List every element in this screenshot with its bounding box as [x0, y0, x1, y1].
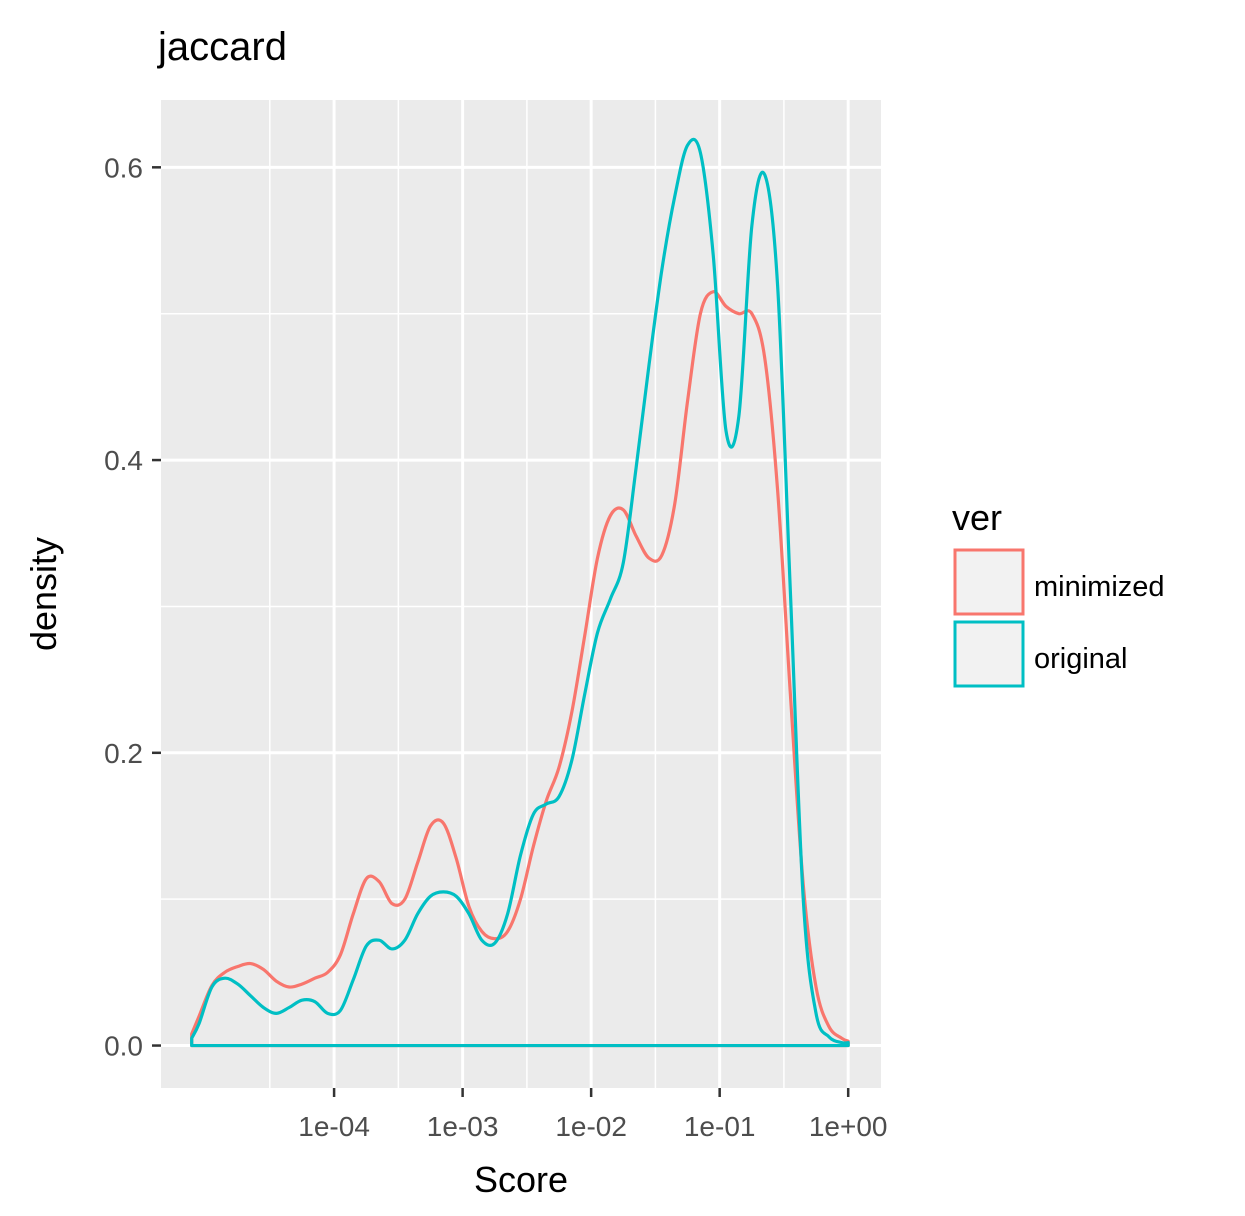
series-layer [190, 137, 850, 1048]
legend-label-original: original [1034, 643, 1128, 675]
legend-label-minimized: minimized [1034, 571, 1165, 603]
x-tick-label: 1e-04 [298, 1111, 370, 1142]
plot-panel [161, 100, 881, 1088]
x-tick-label: 1e+00 [809, 1111, 888, 1142]
y-tick-label: 0.0 [104, 1031, 143, 1062]
series-line-minimized [190, 290, 850, 1048]
chart-title: jaccard [157, 25, 287, 69]
legend-key-minimized [953, 548, 1025, 616]
legend-title: ver [952, 497, 1002, 538]
y-tick-label: 0.2 [104, 738, 143, 769]
x-axis: 1e-04 1e-03 1e-02 1e-01 1e+00 [298, 1088, 888, 1142]
x-tick-label: 1e-03 [427, 1111, 499, 1142]
y-axis: 0.0 0.2 0.4 0.6 [104, 152, 161, 1062]
y-tick-label: 0.6 [104, 152, 143, 183]
x-tick-label: 1e-02 [555, 1111, 627, 1142]
y-tick-label: 0.4 [104, 445, 143, 476]
legend-key-original [953, 620, 1025, 688]
x-axis-title: Score [474, 1159, 568, 1200]
series-line-original [190, 137, 850, 1048]
y-axis-title: density [23, 537, 64, 651]
legend: ver minimized original [952, 497, 1165, 688]
x-tick-label: 1e-01 [684, 1111, 756, 1142]
